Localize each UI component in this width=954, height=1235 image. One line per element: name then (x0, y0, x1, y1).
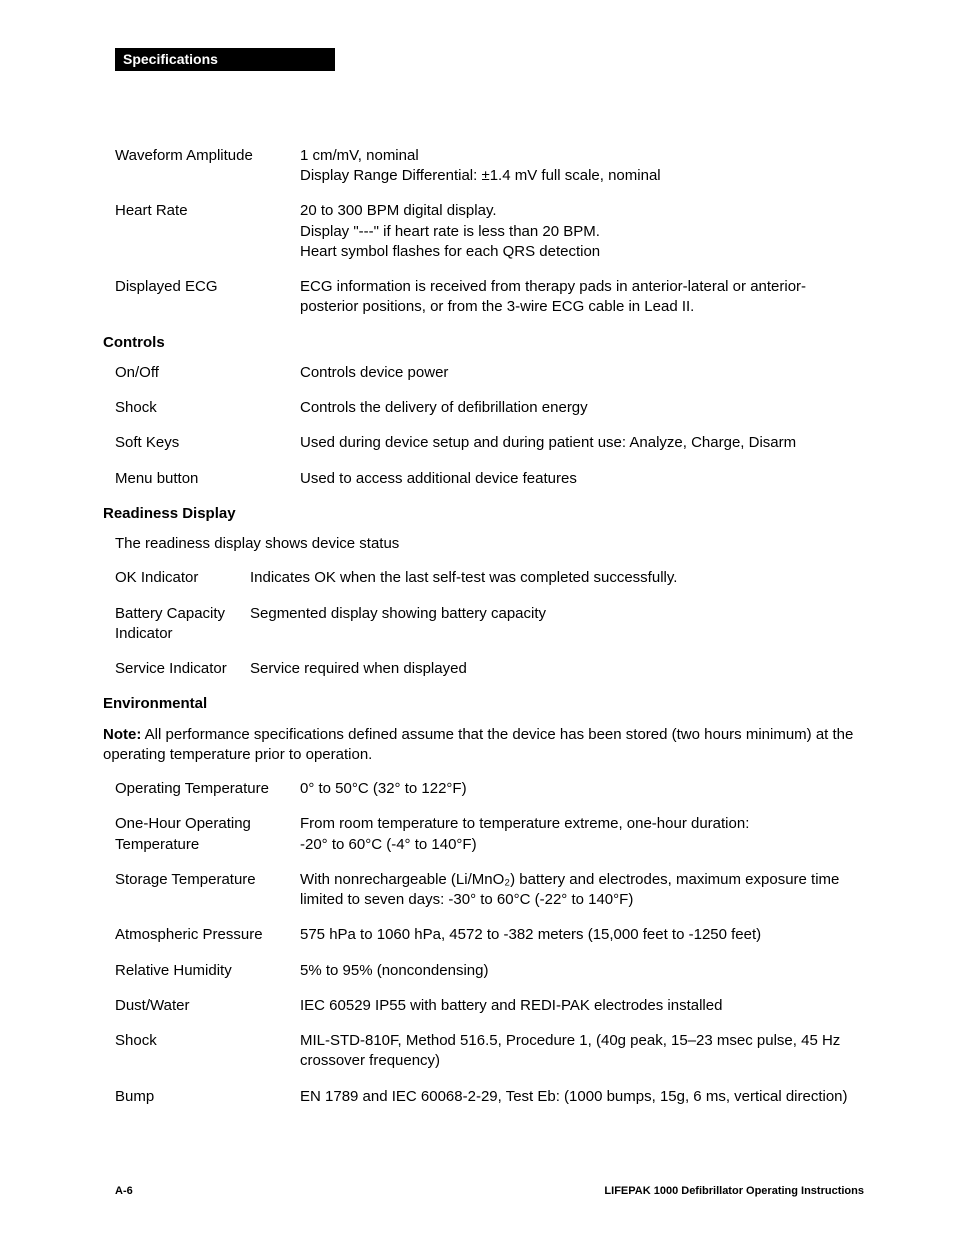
spec-line: Segmented display showing battery capaci… (250, 604, 864, 624)
spec-line: -20° to 60°C (-4° to 140°F) (300, 835, 864, 855)
spec-line: Display "---" if heart rate is less than… (300, 222, 864, 242)
spec-line: Indicates OK when the last self-test was… (250, 568, 864, 588)
spec-label: Dust/Water (115, 996, 300, 1016)
spec-value: Service required when displayed (250, 659, 864, 679)
spec-row: Heart Rate 20 to 300 BPM digital display… (115, 201, 864, 262)
spec-value: 5% to 95% (noncondensing) (300, 961, 864, 981)
spec-label: Relative Humidity (115, 961, 300, 981)
header-bar: Specifications (115, 48, 335, 71)
spec-label: Displayed ECG (115, 277, 300, 297)
footer: A-6 LIFEPAK 1000 Defibrillator Operating… (115, 1184, 864, 1199)
spec-value: 20 to 300 BPM digital display. Display "… (300, 201, 864, 262)
spec-value: Controls the delivery of defibrillation … (300, 398, 864, 418)
spec-row: Shock Controls the delivery of defibrill… (115, 398, 864, 418)
spec-value: Used to access additional device feature… (300, 469, 864, 489)
spec-label: Soft Keys (115, 433, 300, 453)
spec-line: Controls device power (300, 363, 864, 383)
spec-value: ECG information is received from therapy… (300, 277, 864, 318)
spec-label: Menu button (115, 469, 300, 489)
spec-label: Atmospheric Pressure (115, 925, 300, 945)
readiness-intro: The readiness display shows device statu… (115, 534, 864, 554)
spec-row: Menu button Used to access additional de… (115, 469, 864, 489)
spec-value: With nonrechargeable (Li/MnO₂) battery a… (300, 870, 864, 911)
controls-group: On/Off Controls device power Shock Contr… (115, 363, 864, 489)
spec-row: Atmospheric Pressure 575 hPa to 1060 hPa… (115, 925, 864, 945)
readiness-group: OK Indicator Indicates OK when the last … (115, 568, 864, 679)
note-prefix: Note: (103, 726, 141, 743)
spec-line: Heart symbol flashes for each QRS detect… (300, 242, 864, 262)
spec-line: 1 cm/mV, nominal (300, 146, 864, 166)
spec-line: ECG information is received from therapy… (300, 277, 864, 318)
spec-line: From room temperature to temperature ext… (300, 814, 864, 834)
section-title-controls: Controls (103, 333, 864, 353)
spec-row: Soft Keys Used during device setup and d… (115, 433, 864, 453)
spec-label: On/Off (115, 363, 300, 383)
spec-label: Service Indicator (115, 659, 250, 679)
spec-label: OK Indicator (115, 568, 250, 588)
spec-row: Storage Temperature With nonrechargeable… (115, 870, 864, 911)
content: Waveform Amplitude 1 cm/mV, nominal Disp… (115, 146, 864, 1107)
spec-line: Used to access additional device feature… (300, 469, 864, 489)
spec-line: Used during device setup and during pati… (300, 433, 864, 453)
spec-value: Used during device setup and during pati… (300, 433, 864, 453)
spec-row: OK Indicator Indicates OK when the last … (115, 568, 864, 588)
spec-row: Relative Humidity 5% to 95% (noncondensi… (115, 961, 864, 981)
spec-label: Operating Temperature (115, 779, 300, 799)
spec-row: Dust/Water IEC 60529 IP55 with battery a… (115, 996, 864, 1016)
spec-label: Waveform Amplitude (115, 146, 300, 166)
spec-value: Segmented display showing battery capaci… (250, 604, 864, 624)
spec-label: Shock (115, 398, 300, 418)
spec-row: One-Hour Operating Temperature From room… (115, 814, 864, 855)
spec-value: 575 hPa to 1060 hPa, 4572 to -382 meters… (300, 925, 864, 945)
page-number: A-6 (115, 1184, 133, 1199)
spec-value: Indicates OK when the last self-test was… (250, 568, 864, 588)
spec-row: Bump EN 1789 and IEC 60068-2-29, Test Eb… (115, 1087, 864, 1107)
spec-line: Controls the delivery of defibrillation … (300, 398, 864, 418)
spec-label: Bump (115, 1087, 300, 1107)
display-specs-group: Waveform Amplitude 1 cm/mV, nominal Disp… (115, 146, 864, 318)
spec-line: 5% to 95% (noncondensing) (300, 961, 864, 981)
spec-label: Storage Temperature (115, 870, 300, 890)
spec-line: MIL-STD-810F, Method 516.5, Procedure 1,… (300, 1031, 864, 1072)
spec-label: One-Hour Operating Temperature (115, 814, 300, 855)
spec-label: Shock (115, 1031, 300, 1051)
section-title-readiness: Readiness Display (103, 504, 864, 524)
spec-line: IEC 60529 IP55 with battery and REDI-PAK… (300, 996, 864, 1016)
spec-line: 575 hPa to 1060 hPa, 4572 to -382 meters… (300, 925, 864, 945)
spec-value: Controls device power (300, 363, 864, 383)
spec-row: On/Off Controls device power (115, 363, 864, 383)
spec-line: With nonrechargeable (Li/MnO₂) battery a… (300, 870, 864, 911)
environmental-note: Note: All performance specifications def… (103, 725, 864, 766)
spec-row: Battery Capacity Indicator Segmented dis… (115, 604, 864, 645)
note-body: All performance specifications defined a… (103, 726, 853, 763)
spec-value: MIL-STD-810F, Method 516.5, Procedure 1,… (300, 1031, 864, 1072)
page: Specifications Waveform Amplitude 1 cm/m… (0, 0, 954, 1235)
spec-row: Service Indicator Service required when … (115, 659, 864, 679)
spec-line: 20 to 300 BPM digital display. (300, 201, 864, 221)
section-title-environmental: Environmental (103, 694, 864, 714)
spec-row: Waveform Amplitude 1 cm/mV, nominal Disp… (115, 146, 864, 187)
header-label: Specifications (123, 51, 218, 67)
spec-value: From room temperature to temperature ext… (300, 814, 864, 855)
spec-line: 0° to 50°C (32° to 122°F) (300, 779, 864, 799)
spec-line: EN 1789 and IEC 60068-2-29, Test Eb: (10… (300, 1087, 864, 1107)
spec-line: Service required when displayed (250, 659, 864, 679)
spec-row: Shock MIL-STD-810F, Method 516.5, Proced… (115, 1031, 864, 1072)
spec-row: Displayed ECG ECG information is receive… (115, 277, 864, 318)
spec-value: 1 cm/mV, nominal Display Range Different… (300, 146, 864, 187)
environmental-group: Operating Temperature 0° to 50°C (32° to… (115, 779, 864, 1107)
spec-value: IEC 60529 IP55 with battery and REDI-PAK… (300, 996, 864, 1016)
doc-title: LIFEPAK 1000 Defibrillator Operating Ins… (604, 1184, 864, 1199)
spec-label: Heart Rate (115, 201, 300, 221)
spec-line: Display Range Differential: ±1.4 mV full… (300, 166, 864, 186)
spec-value: EN 1789 and IEC 60068-2-29, Test Eb: (10… (300, 1087, 864, 1107)
spec-row: Operating Temperature 0° to 50°C (32° to… (115, 779, 864, 799)
spec-label: Battery Capacity Indicator (115, 604, 250, 645)
spec-value: 0° to 50°C (32° to 122°F) (300, 779, 864, 799)
